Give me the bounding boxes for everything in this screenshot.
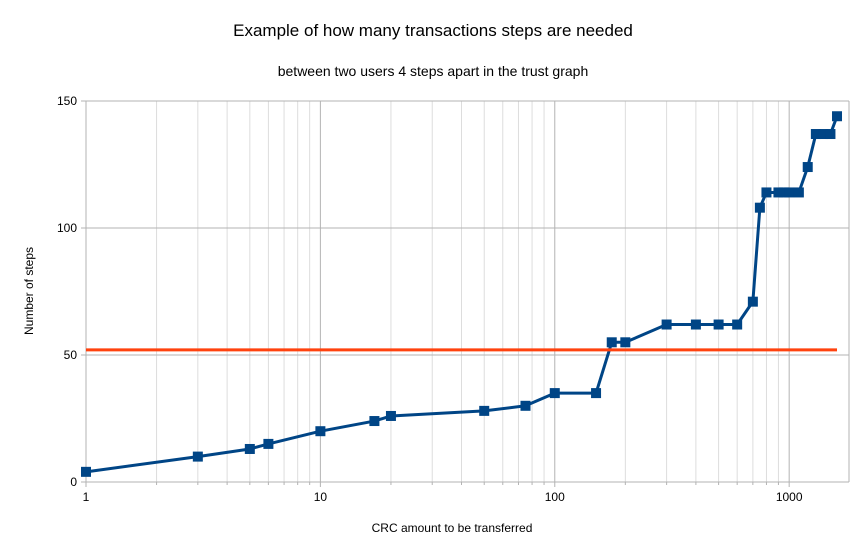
data-point bbox=[832, 111, 843, 122]
data-point bbox=[606, 337, 617, 348]
x-tick-label: 10 bbox=[314, 490, 328, 504]
y-tick-label: 150 bbox=[57, 94, 77, 108]
data-point bbox=[591, 388, 602, 399]
data-point bbox=[761, 187, 772, 198]
tick-labels: 0 50 100 150 1 10 100 1000 bbox=[57, 94, 803, 504]
y-tick-label: 50 bbox=[64, 348, 78, 362]
data-point bbox=[192, 451, 203, 462]
data-point bbox=[661, 319, 672, 330]
data-point bbox=[773, 187, 784, 198]
data-point bbox=[81, 466, 91, 477]
y-tick-label: 100 bbox=[57, 221, 77, 235]
data-point bbox=[778, 187, 789, 198]
grid bbox=[85, 100, 850, 483]
data-point bbox=[713, 319, 724, 330]
data-point bbox=[385, 410, 396, 421]
data-point bbox=[754, 202, 765, 213]
data-point bbox=[244, 443, 255, 454]
data-point bbox=[520, 400, 531, 411]
data-point bbox=[810, 129, 821, 140]
data-point bbox=[315, 426, 326, 437]
series-group bbox=[81, 111, 843, 477]
data-point bbox=[802, 162, 813, 173]
x-tick-label: 1000 bbox=[776, 490, 803, 504]
x-tick-label: 1 bbox=[83, 490, 90, 504]
axes bbox=[81, 100, 849, 487]
data-point bbox=[620, 337, 631, 348]
y-tick-label: 0 bbox=[70, 475, 77, 489]
data-point bbox=[825, 129, 836, 140]
data-point bbox=[793, 187, 804, 198]
chart-subtitle: between two users 4 steps apart in the t… bbox=[278, 63, 589, 79]
x-axis-label: CRC amount to be transferred bbox=[372, 521, 533, 535]
data-point bbox=[479, 405, 490, 416]
data-point bbox=[747, 296, 758, 307]
x-tick-label: 100 bbox=[545, 490, 565, 504]
data-point bbox=[690, 319, 701, 330]
chart-title: Example of how many transactions steps a… bbox=[233, 21, 633, 40]
data-point bbox=[263, 438, 274, 449]
data-point bbox=[549, 388, 560, 399]
data-point bbox=[818, 129, 829, 140]
data-point bbox=[732, 319, 743, 330]
data-point bbox=[369, 416, 380, 427]
data-point bbox=[784, 187, 795, 198]
y-axis-label: Number of steps bbox=[22, 247, 36, 335]
